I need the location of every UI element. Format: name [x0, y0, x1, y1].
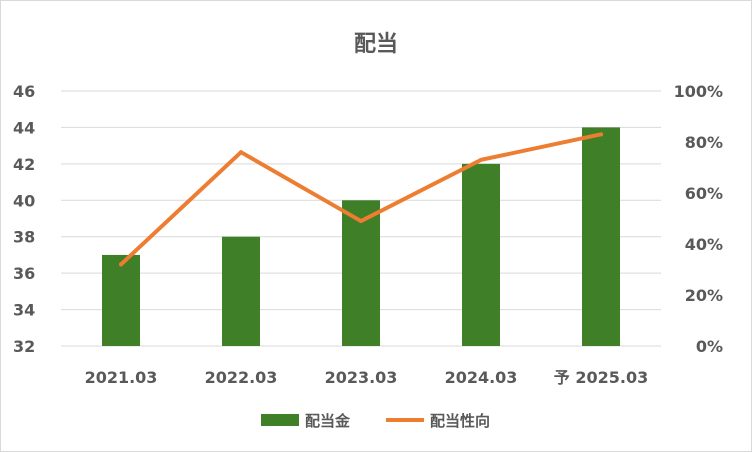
bar-series [102, 127, 620, 346]
y2-tick-label: 0% [696, 337, 723, 356]
legend-swatch-dividend [261, 414, 299, 426]
y2-tick-label: 40% [685, 235, 723, 254]
y2-tick-label: 60% [685, 184, 723, 203]
x-tick-label: 予 2025.03 [554, 368, 648, 387]
legend-label-dividend: 配当金 [305, 412, 351, 430]
y-tick-label: 42 [13, 155, 35, 174]
bar [222, 236, 260, 346]
line-point [239, 150, 243, 155]
x-tick-label: 2022.03 [205, 368, 278, 387]
bar [582, 127, 620, 346]
line-point [359, 219, 363, 224]
bar [462, 163, 500, 346]
y-tick-label: 32 [13, 337, 35, 356]
line-point [119, 262, 123, 267]
y-tick-label: 34 [13, 301, 35, 320]
x-tick-label: 2023.03 [325, 368, 398, 387]
y2-tick-label: 20% [685, 286, 723, 305]
line-point [599, 132, 603, 137]
x-tick-label: 2024.03 [445, 368, 518, 387]
chart-title: 配当 [354, 32, 398, 57]
bar [342, 200, 380, 346]
y2-tick-label: 80% [685, 133, 723, 152]
line-series [119, 132, 603, 267]
y-tick-label: 46 [13, 82, 35, 101]
y-tick-label: 38 [13, 228, 35, 247]
bar [102, 254, 140, 346]
y-tick-label: 36 [13, 264, 35, 283]
line-point [479, 157, 483, 162]
x-tick-label: 2021.03 [85, 368, 158, 387]
y-tick-label: 40 [13, 191, 35, 210]
y-tick-label: 44 [13, 118, 35, 137]
legend-label-payout-ratio: 配当性向 [430, 412, 490, 430]
axis-labels: 32 34 36 38 40 42 44 46 0% 20% 40% 60% 80% 100% 2021.0… [13, 82, 723, 387]
legend: 配当金 配当性向 [261, 412, 490, 430]
y2-tick-label: 100% [674, 82, 723, 101]
